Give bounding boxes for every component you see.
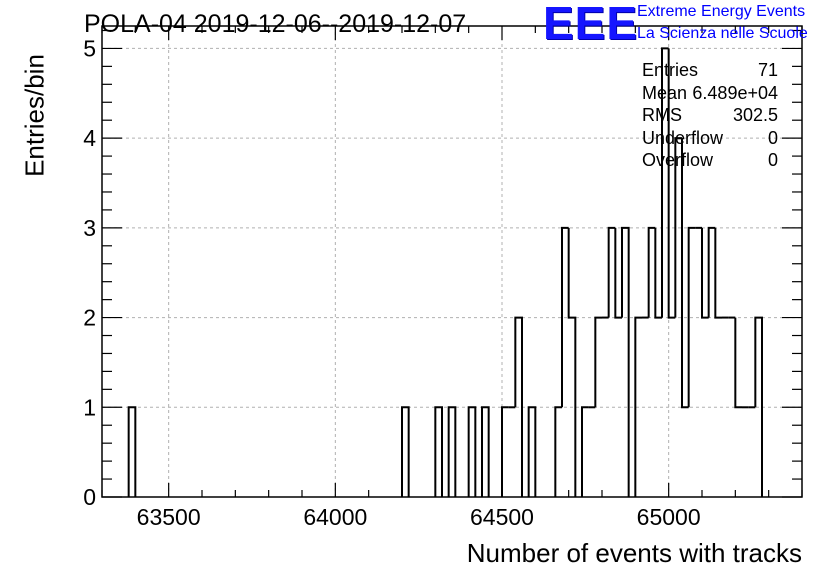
logo-line-2: La Scienza nelle Scuole — [637, 25, 808, 42]
y-tick-label: 5 — [83, 35, 96, 61]
histogram-bin — [734, 317, 742, 409]
stats-box: Entries 71 Mean 6.489e+04 RMS 302.5 Unde… — [640, 59, 780, 172]
stats-value: 0 — [767, 127, 778, 148]
y-axis-label: Entries/bin — [19, 54, 50, 177]
histogram-bin — [567, 227, 577, 497]
histogram-bin — [754, 316, 763, 497]
y-tick-label: 3 — [83, 215, 96, 241]
histogram-outline — [127, 47, 763, 497]
stats-value: 71 — [757, 60, 778, 80]
histogram-bin — [467, 406, 477, 497]
histogram-bin — [434, 406, 443, 497]
stats-key: RMS — [642, 105, 682, 125]
histogram-bin — [621, 226, 630, 497]
histogram-bin — [514, 316, 523, 497]
histogram-bin — [714, 227, 722, 319]
x-tick-label: 64000 — [303, 504, 367, 530]
histogram-bin — [681, 138, 689, 409]
histogram-bin — [654, 227, 662, 319]
stats-key: Mean — [642, 82, 688, 103]
histogram-bin — [561, 226, 569, 408]
logo-line-1: Extreme Energy Events — [637, 3, 806, 20]
stats-row-underflow: Underflow 0 — [640, 127, 780, 150]
histogram-bin — [401, 406, 410, 497]
chart-title: POLA-04 2019-12-06--2019-12-07 — [84, 10, 467, 38]
stats-row-rms: RMS 302.5 — [640, 104, 780, 127]
histogram-bin — [674, 137, 682, 318]
histogram-bin — [707, 226, 716, 318]
histogram-bin — [701, 227, 709, 319]
histogram-bin — [501, 406, 509, 497]
stats-key: Underflow — [642, 127, 724, 148]
stats-key: Entries — [642, 60, 699, 80]
histogram-bin — [634, 316, 642, 497]
eee-logo: EEE — [543, 0, 639, 49]
stats-key: Overflow — [642, 150, 714, 170]
histogram-bin — [554, 406, 562, 497]
histogram-bin — [581, 406, 589, 497]
x-tick-label: 65000 — [637, 504, 701, 530]
x-tick-label: 63500 — [137, 504, 201, 530]
histogram-bin — [647, 226, 656, 318]
stats-value: 302.5 — [732, 105, 778, 125]
tick-labels: 63500 64000 64500 65000 0 1 2 3 4 5 — [83, 35, 700, 530]
y-tick-label: 2 — [83, 305, 96, 331]
x-tick-label: 64500 — [470, 504, 534, 530]
histogram-bin — [607, 226, 616, 318]
histogram-bin — [127, 406, 137, 497]
axes — [101, 25, 803, 498]
y-tick-label: 1 — [83, 394, 96, 420]
plot-frame — [101, 25, 803, 498]
stats-value: 6.489e+04 — [692, 82, 778, 103]
histogram-bin — [447, 406, 457, 497]
histogram-bin — [614, 227, 622, 319]
histogram-bin — [527, 406, 537, 497]
histogram-bin — [661, 47, 669, 318]
y-tick-label: 0 — [83, 484, 96, 510]
x-axis-label: Number of events with tracks — [466, 538, 802, 568]
stats-row-entries: Entries 71 — [640, 59, 780, 82]
stats-value: 0 — [767, 150, 778, 170]
histogram-bin — [481, 406, 490, 497]
stats-row-overflow: Overflow 0 — [640, 149, 780, 172]
histogram-bin — [667, 48, 676, 319]
histogram-bin — [594, 316, 602, 408]
histogram-bin — [687, 226, 696, 408]
y-tick-label: 4 — [83, 125, 96, 151]
stats-row-mean: Mean 6.489e+04 — [640, 82, 780, 105]
